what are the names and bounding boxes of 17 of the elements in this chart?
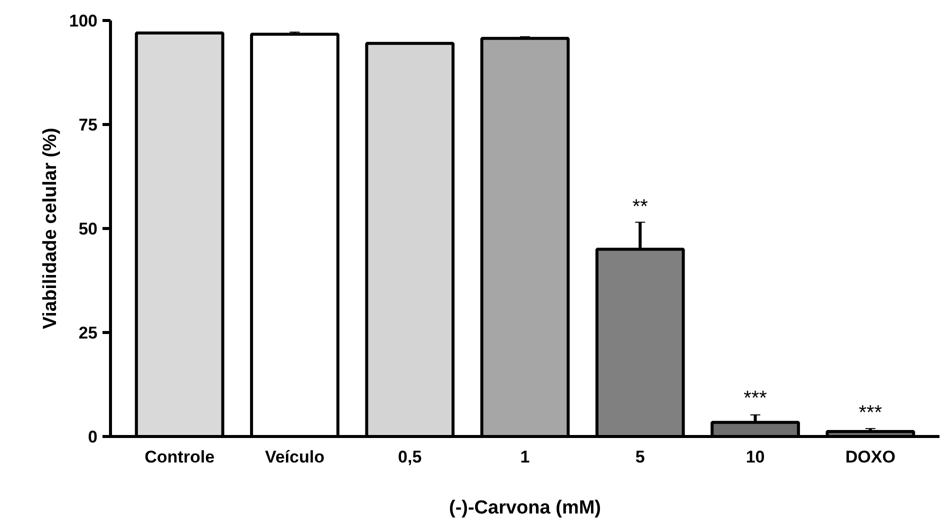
annotation: *** xyxy=(858,402,882,424)
x-axis-title: (-)-Carvona (mM) xyxy=(449,498,602,518)
y-axis-title: Viabilidade celular (%) xyxy=(40,128,62,330)
y-tick-label: 50 xyxy=(78,220,98,238)
x-tick-label: 10 xyxy=(746,448,765,466)
y-tick-label: 25 xyxy=(78,324,98,342)
x-tick-label: DOXO xyxy=(845,448,896,466)
x-tick-label: 1 xyxy=(520,448,530,466)
x-tick-label: 0,5 xyxy=(398,448,422,466)
annotation: ** xyxy=(632,196,648,218)
x-tick-label: 5 xyxy=(635,448,645,466)
y-tick-label: 75 xyxy=(78,116,98,134)
y-tick-label: 0 xyxy=(88,428,98,446)
x-tick-label: Veículo xyxy=(264,448,324,466)
annotation: *** xyxy=(744,388,768,410)
x-tick-label: Controle xyxy=(144,448,215,466)
y-tick-label: 100 xyxy=(69,12,98,30)
